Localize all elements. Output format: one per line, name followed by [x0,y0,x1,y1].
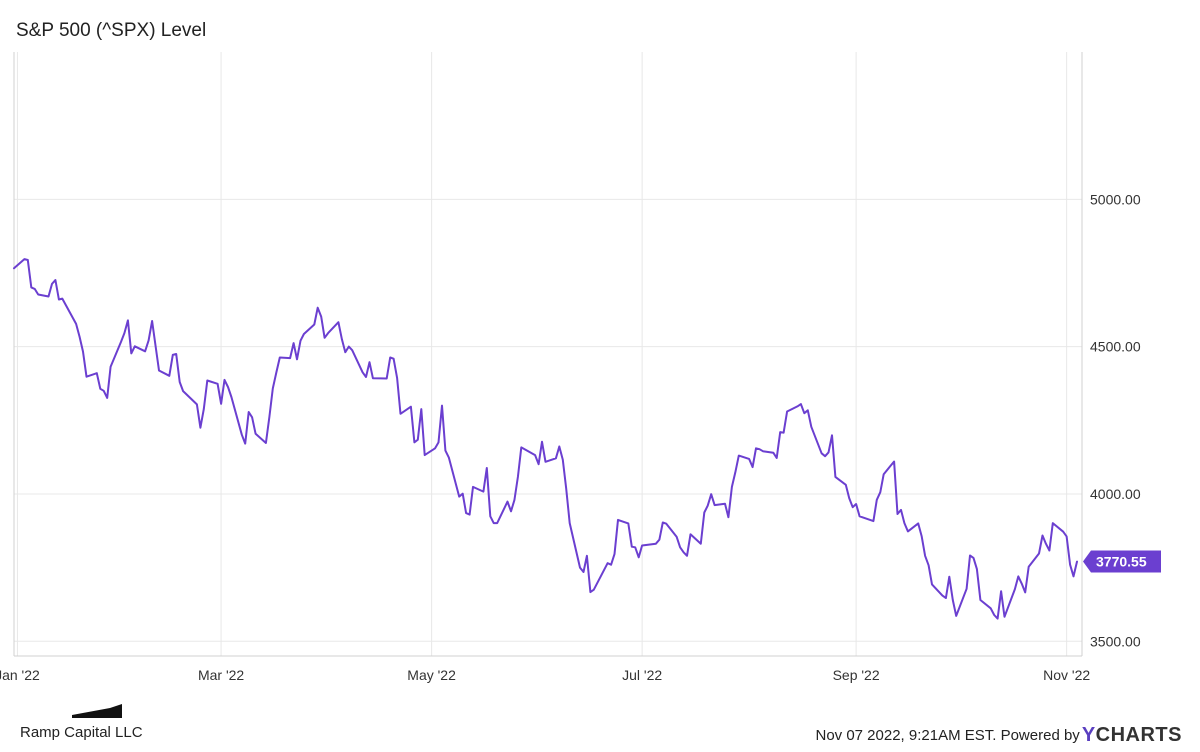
y-tick-label: 5000.00 [1090,191,1141,207]
series-line [13,258,1078,620]
timestamp: Nov 07 2022, 9:21AM EST. Powered by [815,727,1080,744]
y-tick-label: 3500.00 [1090,633,1141,649]
ycharts-logo-y: Y [1081,724,1096,746]
ycharts-logo-rest: CHARTS [1095,724,1182,746]
y-tick-label: 4000.00 [1090,486,1141,502]
x-tick-label: Sep '22 [833,667,880,683]
chart-title: S&P 500 (^SPX) Level [16,20,207,41]
x-tick-label: Mar '22 [198,667,244,683]
last-value-badge [1083,550,1161,573]
x-tick-label: May '22 [407,667,456,683]
x-tick-label: Nov '22 [1043,667,1090,683]
x-tick-label: Jul '22 [622,667,662,683]
last-value-label: 3770.55 [1096,554,1147,570]
footer-attribution: Nov 07 2022, 9:21AM EST. Powered by YCHA… [815,724,1182,747]
y-tick-label: 4500.00 [1090,339,1141,355]
brand-name: Ramp Capital LLC [20,724,143,741]
ramp-logo-icon [72,704,122,718]
ycharts-logo[interactable]: YCHARTS [1082,724,1182,747]
x-tick-label: Jan '22 [0,667,40,683]
